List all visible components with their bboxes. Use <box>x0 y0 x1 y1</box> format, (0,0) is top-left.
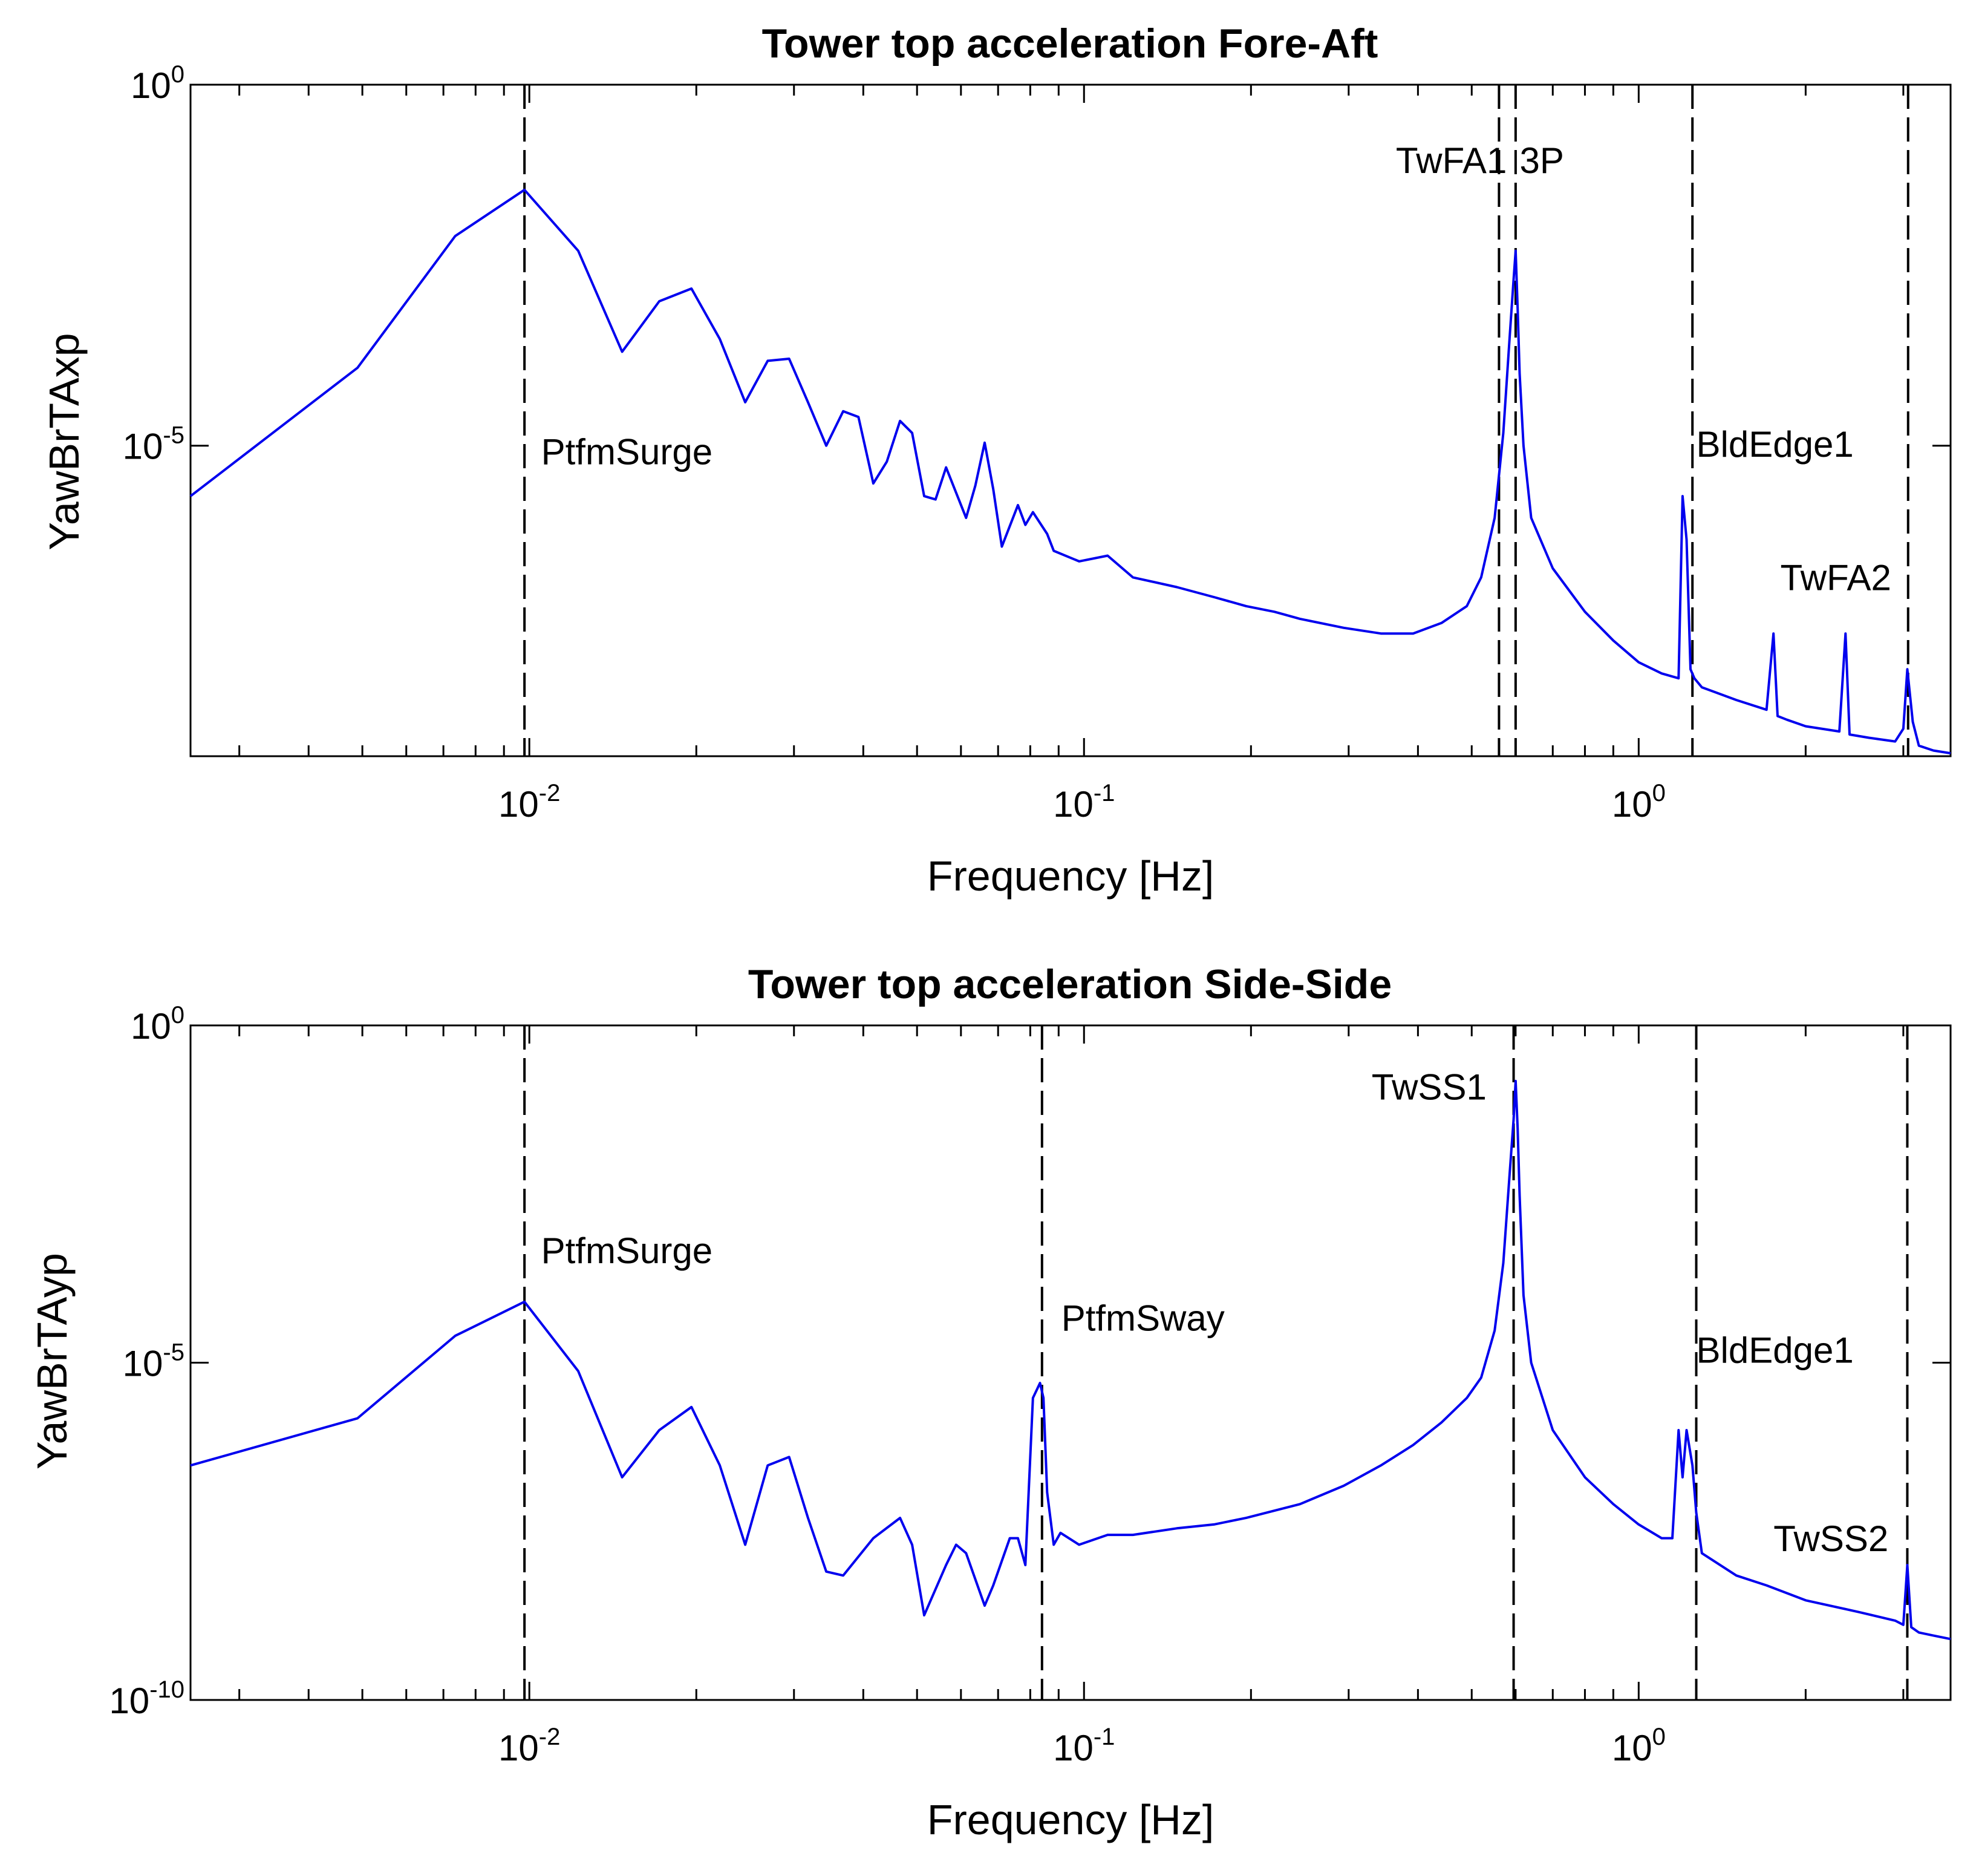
plot-area-frame <box>189 83 1952 757</box>
series-line <box>190 1079 1951 1641</box>
chart-panel-side-side: Tower top acceleration Side-Side Frequen… <box>28 961 1952 1843</box>
annotation-label: BldEdge1 <box>1697 424 1854 465</box>
chart-title: Tower top acceleration Fore-Aft <box>762 21 1378 67</box>
annotations: PtfmSurge TwFA1 3P BldEdge1 TwFA2 <box>541 140 1891 598</box>
y-axis-label: YawBrTAyp <box>28 1253 76 1469</box>
chart-panel-fore-aft: Tower top acceleration Fore-Aft Frequenc… <box>41 21 1952 900</box>
x-axis-label: Frequency [Hz] <box>927 852 1214 900</box>
annotation-label: PtfmSurge <box>541 1231 712 1271</box>
annotation-label: PtfmSurge <box>541 432 712 472</box>
annotation-label: TwSS1 <box>1372 1067 1487 1107</box>
minor-ticks <box>191 1024 1951 1701</box>
chart-title: Tower top acceleration Side-Side <box>748 961 1392 1007</box>
x-axis-label: Frequency [Hz] <box>927 1796 1214 1843</box>
y-tick-label: 10-10 <box>109 1676 184 1721</box>
x-tick-label: 10-2 <box>498 1724 560 1768</box>
series-line <box>189 188 1951 755</box>
x-tick-labels: 10-2 10-1 100 <box>498 1724 1666 1768</box>
minor-ticks <box>191 83 1951 756</box>
reference-lines <box>523 1025 1909 1700</box>
x-tick-label: 100 <box>1612 780 1666 825</box>
annotations: PtfmSurge PtfmSway TwSS1 BldEdge1 TwSS2 <box>541 1067 1889 1559</box>
plot-area-frame <box>189 1024 1952 1701</box>
reference-lines <box>523 85 1909 756</box>
y-tick-labels: 100 10-5 10-10 <box>109 1002 184 1721</box>
annotation-label: TwSS2 <box>1773 1518 1888 1559</box>
x-tick-label: 10-2 <box>498 780 560 825</box>
y-tick-label: 100 <box>131 61 184 106</box>
annotation-label: TwFA2 <box>1780 557 1891 598</box>
x-tick-labels: 10-2 10-1 100 <box>498 780 1666 825</box>
y-tick-label: 10-5 <box>123 1339 184 1384</box>
series-layer <box>189 188 1951 755</box>
series-layer <box>190 1079 1951 1641</box>
annotation-label: 3P <box>1519 140 1563 181</box>
y-axis-label: YawBrTAxp <box>41 333 88 550</box>
x-tick-label: 100 <box>1612 1724 1666 1768</box>
x-tick-label: 10-1 <box>1053 1724 1115 1768</box>
y-tick-labels: 100 10-5 <box>123 61 184 467</box>
annotation-label: TwFA1 <box>1396 140 1507 181</box>
x-tick-label: 10-1 <box>1053 780 1115 825</box>
annotation-label: PtfmSway <box>1061 1298 1225 1338</box>
annotation-label: BldEdge1 <box>1697 1330 1854 1371</box>
y-tick-label: 100 <box>131 1002 184 1047</box>
y-tick-label: 10-5 <box>123 422 184 467</box>
